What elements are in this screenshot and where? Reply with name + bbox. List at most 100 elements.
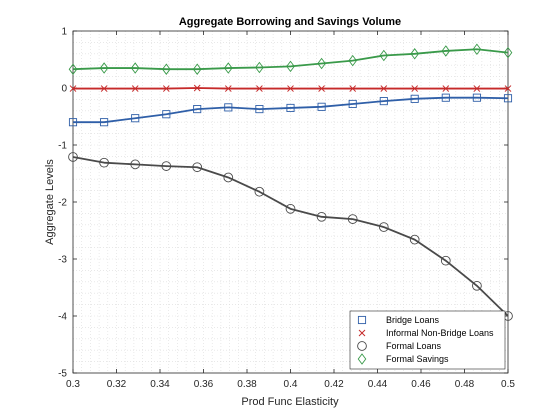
legend-item: Bridge Loans <box>357 315 440 325</box>
data-point <box>503 46 513 59</box>
x-tick-label: 0.32 <box>107 379 127 390</box>
y-tick-label: 1 <box>61 27 67 38</box>
series-bridge-loans <box>68 93 513 127</box>
data-point <box>256 85 263 92</box>
data-point <box>286 60 295 73</box>
legend-marker <box>358 329 366 337</box>
data-point <box>317 102 326 111</box>
x-axis-label: Prod Func Elasticity <box>241 396 339 408</box>
x-tick-label: 0.48 <box>455 379 475 390</box>
data-point <box>161 161 172 171</box>
data-point <box>411 85 419 92</box>
data-point <box>285 203 296 214</box>
data-point <box>255 61 264 74</box>
x-marker-stroke <box>318 85 325 92</box>
y-tick-label: -1 <box>58 141 67 152</box>
series-line <box>73 96 509 124</box>
x-marker-stroke <box>442 85 450 92</box>
y-tick-label: 0 <box>61 84 67 95</box>
data-point <box>349 85 357 92</box>
data-point <box>472 93 481 102</box>
data-point <box>442 85 450 92</box>
data-point <box>504 85 512 92</box>
data-point <box>409 234 420 245</box>
x-tick-label: 0.36 <box>194 379 214 390</box>
data-point <box>441 93 450 102</box>
chart-title: Aggregate Borrowing and Savings Volume <box>179 16 401 28</box>
data-point <box>380 85 388 92</box>
data-point <box>68 118 78 127</box>
x-tick-label: 0.5 <box>501 379 515 390</box>
data-point <box>223 172 234 183</box>
data-point <box>68 63 78 75</box>
data-point <box>410 48 420 60</box>
legend-label: Formal Loans <box>386 341 442 351</box>
series-informal-non-bridge-loans <box>69 84 512 92</box>
x-tick-label: 0.42 <box>324 379 344 390</box>
x-marker-stroke <box>411 85 419 92</box>
data-point <box>316 211 327 222</box>
legend-marker <box>357 341 367 351</box>
plot-area: 0.3 0.32 0.34 0.36 0.38 0.4 0.42 0.44 0.46 0.48 0.… <box>58 27 515 391</box>
x-marker-stroke <box>193 84 201 92</box>
data-point <box>379 97 388 106</box>
data-point <box>318 85 325 92</box>
data-point <box>192 63 202 75</box>
data-point <box>410 94 419 103</box>
data-point <box>100 118 109 127</box>
data-point <box>379 49 389 62</box>
data-point <box>347 214 358 224</box>
y-tick-label: -2 <box>58 198 67 209</box>
x-marker-stroke <box>162 85 170 92</box>
x-tick-label: 0.38 <box>237 379 257 390</box>
data-point <box>131 85 139 92</box>
y-tick-label: -3 <box>58 255 67 266</box>
data-point <box>348 99 357 109</box>
legend-item: Informal Non-Bridge Loans <box>358 328 494 338</box>
x-marker-stroke <box>504 85 512 92</box>
legend-label: Informal Non-Bridge Loans <box>386 328 494 338</box>
data-point <box>131 114 140 123</box>
data-point <box>254 186 265 197</box>
data-point <box>441 45 451 57</box>
x-marker-stroke <box>473 85 481 92</box>
data-point <box>255 105 264 114</box>
x-marker-stroke <box>358 329 366 337</box>
data-point <box>472 43 482 55</box>
data-point <box>99 157 109 168</box>
series-line <box>72 48 509 71</box>
data-point <box>286 103 295 112</box>
y-tick-label: -4 <box>58 312 67 323</box>
x-tick-label: 0.44 <box>368 379 388 390</box>
data-point <box>287 85 294 92</box>
data-point <box>378 222 389 232</box>
data-point <box>224 103 233 112</box>
y-axis-label: Aggregate Levels <box>44 159 56 245</box>
data-point <box>162 85 170 92</box>
legend: Bridge Loans Informal Non-Bridge Loans For… <box>349 310 506 370</box>
x-tick-label: 0.3 <box>66 379 80 390</box>
data-point <box>317 57 326 70</box>
data-point <box>68 152 78 162</box>
x-marker-stroke <box>349 85 357 92</box>
data-point <box>193 84 201 92</box>
x-marker-stroke <box>69 85 77 92</box>
series-formal-savings <box>68 43 513 75</box>
data-point <box>223 62 233 74</box>
x-tick-label: 0.4 <box>284 379 298 390</box>
x-tick-label: 0.46 <box>411 379 431 390</box>
data-point <box>440 255 451 266</box>
data-point <box>69 85 77 92</box>
data-point <box>473 85 481 92</box>
series-line <box>72 156 509 317</box>
data-point <box>224 85 232 92</box>
data-point <box>130 62 140 74</box>
y-tick-label: -5 <box>58 369 67 380</box>
data-point <box>348 54 358 67</box>
legend-marker <box>357 353 367 365</box>
data-point <box>193 105 202 114</box>
data-point <box>99 62 109 74</box>
legend-marker <box>357 315 367 325</box>
data-point <box>503 94 513 103</box>
